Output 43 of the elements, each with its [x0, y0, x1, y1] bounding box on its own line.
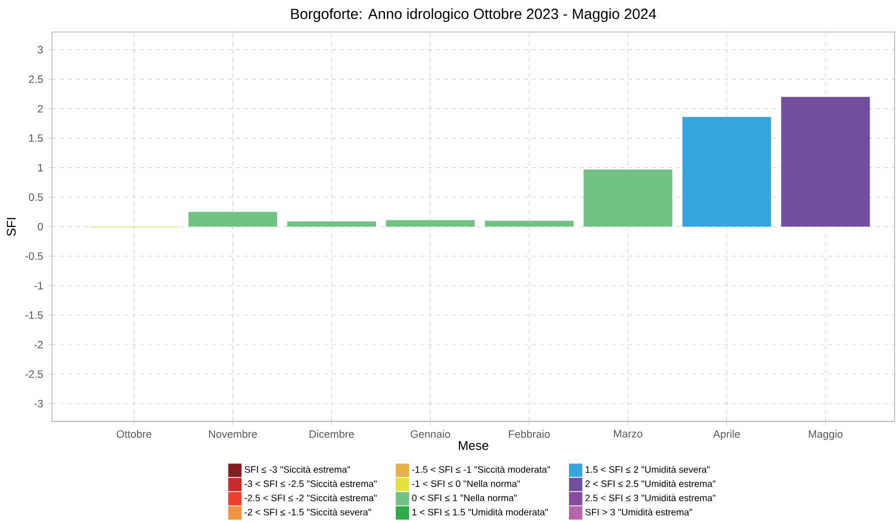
- y-tick-label: -1.5: [25, 312, 43, 320]
- bar: [484, 220, 574, 227]
- y-tick-label: 1.5: [29, 134, 43, 142]
- x-tick-label: Novembre: [209, 430, 257, 438]
- legend-label: 1 < SFI ≤ 1.5 "Umidità moderata": [412, 508, 548, 516]
- x-tick-label: Ottobre: [116, 430, 152, 438]
- y-tick-label: -2: [34, 341, 43, 349]
- x-tick-label: Febbraio: [508, 430, 550, 438]
- legend-label: -2.5 < SFI ≤ -2 "Siccità estrema": [244, 494, 377, 502]
- bar: [584, 170, 672, 227]
- legend-label: 2.5 < SFI ≤ 3 "Umidità estrema": [585, 494, 716, 502]
- x-tick-label: Maggio: [808, 430, 843, 440]
- y-tick-label: -2.5: [25, 370, 43, 378]
- y-tick-label: -1: [34, 282, 43, 290]
- x-tick-label: Dicembre: [310, 430, 354, 438]
- bar: [287, 222, 376, 227]
- bar: [682, 117, 772, 227]
- chart-title: Borgoforte: Anno idrologico Ottobre 2023 - Maggio 2024: [291, 8, 656, 22]
- bar: [781, 97, 870, 227]
- legend-label: -1 < SFI ≤ 0 "Nella norma": [412, 480, 520, 488]
- bar: [188, 212, 278, 227]
- y-axis-title: SFI: [6, 218, 16, 236]
- y-tick-label: -3: [34, 400, 43, 408]
- y-tick-label: 0.5: [28, 194, 43, 202]
- legend-label: SFI > 3 "Umidità estrema": [585, 508, 692, 516]
- bar: [386, 220, 475, 227]
- legend-label: SFI ≤ -3 "Siccità estrema": [244, 466, 350, 473]
- legend-label: -1.5 < SFI ≤ -1 "Siccità moderata": [412, 466, 550, 473]
- x-tick-label: Marzo: [614, 430, 642, 438]
- x-axis-title: Mese: [458, 441, 488, 450]
- legend-label: 2 < SFI ≤ 2.5 "Umidità estrema": [585, 480, 716, 488]
- y-tick-label: 0: [38, 223, 43, 231]
- y-tick-label: 2.5: [29, 76, 43, 84]
- y-tick-label: 1: [38, 164, 43, 172]
- legend-label: 1.5 < SFI ≤ 2 "Umidità severa": [586, 466, 710, 473]
- y-tick-label: 2: [38, 105, 43, 113]
- y-tick-label: -0.5: [25, 252, 43, 260]
- x-tick-label: Gennaio: [410, 430, 450, 438]
- legend-label: 0 < SFI ≤ 1 "Nella norma": [412, 494, 517, 502]
- y-tick-label: 3: [38, 46, 43, 54]
- legend-label: -2 < SFI ≤ -1.5 "Siccità severa": [244, 508, 371, 516]
- x-tick-label: Aprile: [713, 430, 740, 440]
- legend-label: -3 < SFI ≤ -2.5 "Siccità estrema": [244, 480, 377, 488]
